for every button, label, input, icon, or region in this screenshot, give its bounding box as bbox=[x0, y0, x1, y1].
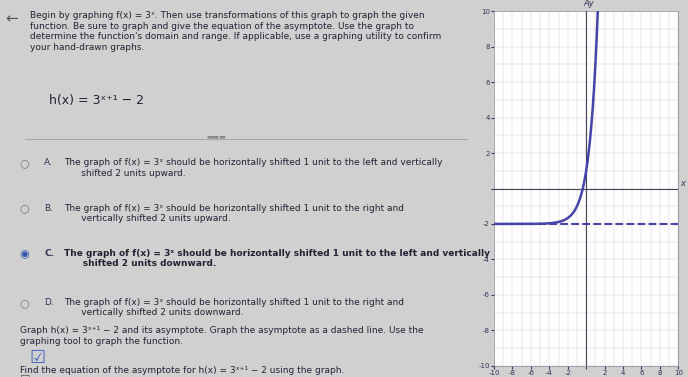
Text: ←: ← bbox=[5, 11, 18, 26]
Text: ○: ○ bbox=[20, 298, 30, 308]
Text: ▬▬▬: ▬▬▬ bbox=[206, 134, 226, 140]
Text: Begin by graphing f(x) = 3ˣ. Then use transformations of this graph to graph the: Begin by graphing f(x) = 3ˣ. Then use tr… bbox=[30, 11, 441, 52]
Text: ○: ○ bbox=[20, 158, 30, 169]
Text: ○: ○ bbox=[20, 204, 30, 214]
Text: B.: B. bbox=[44, 204, 53, 213]
Text: Ay: Ay bbox=[583, 0, 594, 8]
Text: The graph of f(x) = 3ˣ should be horizontally shifted 1 unit to the left and ver: The graph of f(x) = 3ˣ should be horizon… bbox=[64, 158, 442, 178]
Text: C.: C. bbox=[44, 249, 54, 258]
Text: A.: A. bbox=[44, 158, 53, 167]
Text: ☑: ☑ bbox=[30, 349, 45, 367]
Text: Graph h(x) = 3ˣ⁺¹ − 2 and its asymptote. Graph the asymptote as a dashed line. U: Graph h(x) = 3ˣ⁺¹ − 2 and its asymptote.… bbox=[20, 326, 423, 345]
Text: The graph of f(x) = 3ˣ should be horizontally shifted 1 unit to the right and
  : The graph of f(x) = 3ˣ should be horizon… bbox=[64, 204, 404, 223]
Text: ◉: ◉ bbox=[20, 249, 30, 259]
Text: The graph of f(x) = 3ˣ should be horizontally shifted 1 unit to the right and
  : The graph of f(x) = 3ˣ should be horizon… bbox=[64, 298, 404, 317]
Text: x: x bbox=[680, 179, 685, 188]
Text: h(x) = 3ˣ⁺¹ − 2: h(x) = 3ˣ⁺¹ − 2 bbox=[50, 94, 144, 107]
Text: □: □ bbox=[20, 373, 30, 377]
Text: The graph of f(x) = 3ˣ should be horizontally shifted 1 unit to the left and ver: The graph of f(x) = 3ˣ should be horizon… bbox=[64, 249, 490, 268]
Text: D.: D. bbox=[44, 298, 54, 307]
Text: Find the equation of the asymptote for h(x) = 3ˣ⁺¹ − 2 using the graph.: Find the equation of the asymptote for h… bbox=[20, 366, 344, 375]
